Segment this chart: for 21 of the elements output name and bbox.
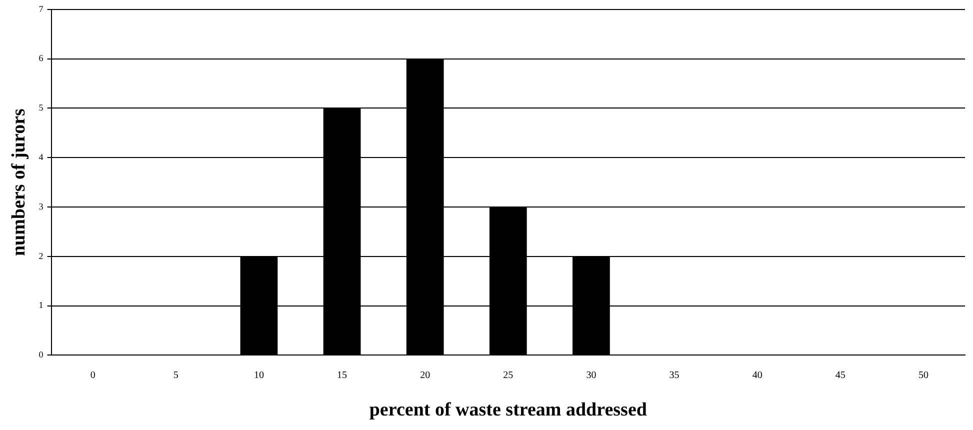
y-tick-label: 4 bbox=[38, 152, 44, 162]
y-tick-label: 3 bbox=[38, 201, 44, 212]
x-tick-label: 25 bbox=[503, 370, 514, 381]
x-tick-label: 50 bbox=[918, 370, 928, 381]
x-tick-label: 20 bbox=[420, 370, 430, 381]
y-tick-label: 5 bbox=[38, 102, 44, 113]
y-axis-title: numbers of jurors bbox=[8, 108, 30, 256]
x-tick-label: 15 bbox=[337, 370, 348, 381]
y-tick-label: 6 bbox=[38, 53, 44, 64]
x-axis-title: percent of waste stream addressed bbox=[369, 400, 648, 421]
x-tick-label: 0 bbox=[90, 370, 96, 381]
x-tick-label: 5 bbox=[173, 370, 178, 381]
x-tick-label: 40 bbox=[752, 370, 762, 381]
y-tick-label: 0 bbox=[38, 350, 44, 360]
x-tick-label: 45 bbox=[835, 370, 846, 381]
x-tick-label: 30 bbox=[586, 370, 596, 381]
y-tick-label: 2 bbox=[38, 250, 44, 261]
y-tick-label: 1 bbox=[38, 300, 44, 310]
y-tick-label: 7 bbox=[38, 4, 44, 14]
x-tick-label: 35 bbox=[669, 370, 680, 381]
x-tick-label: 10 bbox=[254, 370, 264, 381]
